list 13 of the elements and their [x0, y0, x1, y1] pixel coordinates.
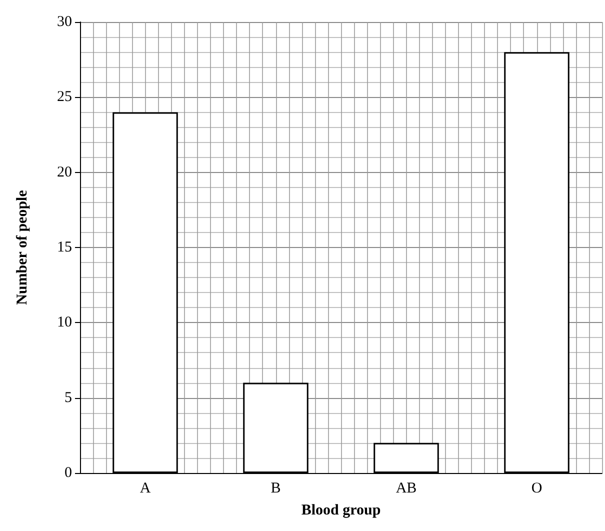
x-tick-label: A [140, 480, 151, 496]
y-axis-title: Number of people [14, 190, 30, 305]
y-tick-label: 20 [57, 164, 72, 180]
x-axis-title: Blood group [301, 502, 381, 518]
x-tick-label: AB [396, 480, 417, 496]
y-tick-label: 25 [57, 89, 72, 106]
x-tick-label: B [270, 480, 281, 496]
y-tick-label: 5 [64, 390, 72, 406]
y-tick-label: 15 [57, 240, 72, 256]
x-tick-label: O [531, 480, 542, 496]
y-tick-label: 0 [64, 465, 72, 481]
y-tick-label: 10 [57, 314, 72, 331]
y-tick-label: 30 [57, 14, 72, 30]
